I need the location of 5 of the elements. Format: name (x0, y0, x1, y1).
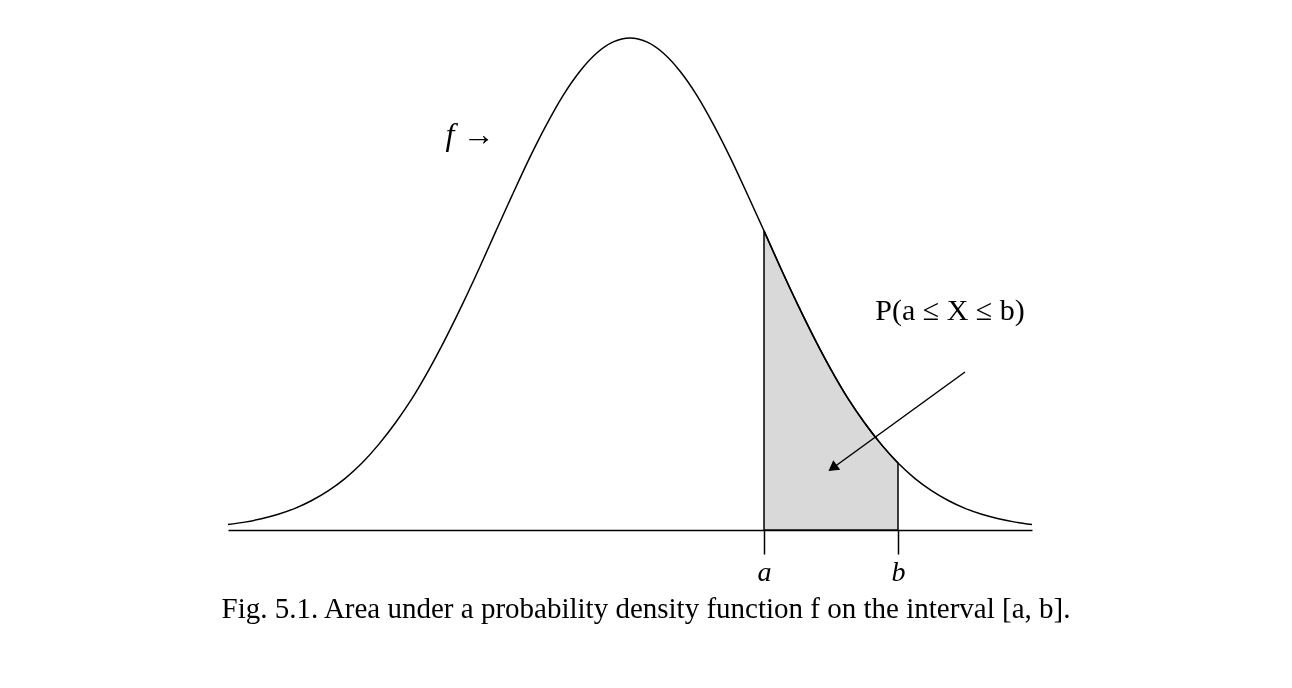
annotation: f → (445, 116, 495, 152)
caption: Fig. 5.1. Area under a probability density function f on the interval [a, b]. (220, 592, 1072, 625)
annotation: P(a ≤ X ≤ b) (875, 293, 1025, 327)
x-tick-label: a (757, 555, 772, 587)
x-tick-label: b (891, 555, 906, 587)
